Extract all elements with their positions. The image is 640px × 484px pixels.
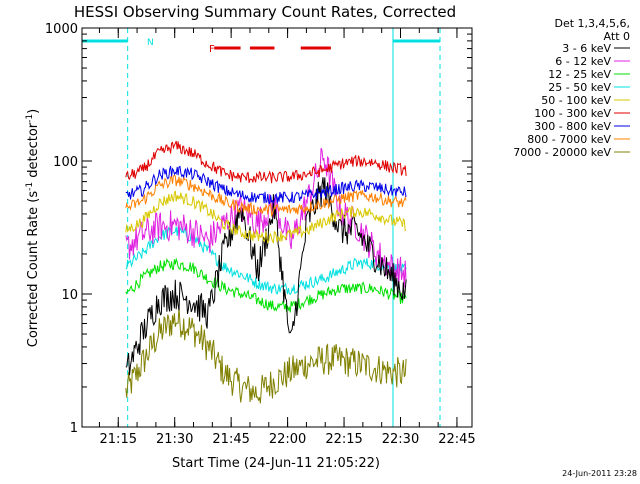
legend-attenuator: Att 0 xyxy=(604,30,630,43)
legend-label: 12 - 25 keV xyxy=(548,68,611,81)
y-axis-title-main: Corrected Count Rate (s xyxy=(26,191,41,348)
legend-label: 300 - 800 keV xyxy=(534,120,611,133)
y-axis-title-end: ) xyxy=(26,109,41,114)
x-tick-label: 22:30 xyxy=(382,432,419,447)
series-line-5 xyxy=(125,190,407,245)
y-tick-label: 10 xyxy=(61,288,78,303)
series-line-4 xyxy=(125,225,407,296)
y-axis-title-sup1: -1 xyxy=(25,182,35,191)
x-tick-label: 22:45 xyxy=(438,432,475,447)
series-line-2 xyxy=(125,147,407,288)
y-axis-title: Corrected Count Rate (s-1 detector-1) xyxy=(25,109,41,347)
legend-label: 25 - 50 keV xyxy=(548,81,611,94)
x-tick-label: 21:30 xyxy=(156,432,193,447)
series-line-7 xyxy=(125,165,407,205)
x-tick-label: 22:00 xyxy=(269,432,306,447)
series-line-3 xyxy=(125,257,407,313)
legend-label: 100 - 300 keV xyxy=(534,107,611,120)
night-marker-label: N xyxy=(147,38,154,48)
chart-title: HESSI Observing Summary Count Rates, Cor… xyxy=(74,3,456,21)
x-tick-label: 21:15 xyxy=(100,432,137,447)
legend-label: 50 - 100 keV xyxy=(541,94,611,107)
x-tick-label: 21:45 xyxy=(212,432,249,447)
axes-layer: 21:15 21:30 21:45 22:00 22:15 22:30 22:45 1 10 10… xyxy=(45,22,476,447)
series-line-8 xyxy=(125,174,407,218)
legend-label: 6 - 12 keV xyxy=(555,55,611,68)
legend-label: 7000 - 20000 keV xyxy=(513,146,611,159)
legend-detectors: Det 1,3,4,5,6, xyxy=(554,17,630,30)
y-axis-title-sup2: -1 xyxy=(25,114,35,123)
x-axis-title: Start Time (24-Jun-11 21:05:22) xyxy=(172,456,380,471)
y-tick-label: 1 xyxy=(70,421,78,436)
series-line-9 xyxy=(125,306,407,404)
series-layer xyxy=(125,140,407,404)
series-line-1 xyxy=(125,177,407,376)
legend-label: 3 - 6 keV xyxy=(562,42,611,55)
series-line-6 xyxy=(125,140,407,184)
timestamp: 24-Jun-2011 23:28 xyxy=(562,469,637,478)
flare-marker-label: F xyxy=(209,44,215,55)
legend-label: 800 - 7000 keV xyxy=(527,133,611,146)
plot-frame xyxy=(81,27,473,428)
y-tick-label: 100 xyxy=(53,155,78,170)
y-tick-label: 1000 xyxy=(45,22,78,37)
x-tick-label: 22:15 xyxy=(325,432,362,447)
y-axis-title-mid: detector xyxy=(26,122,41,182)
